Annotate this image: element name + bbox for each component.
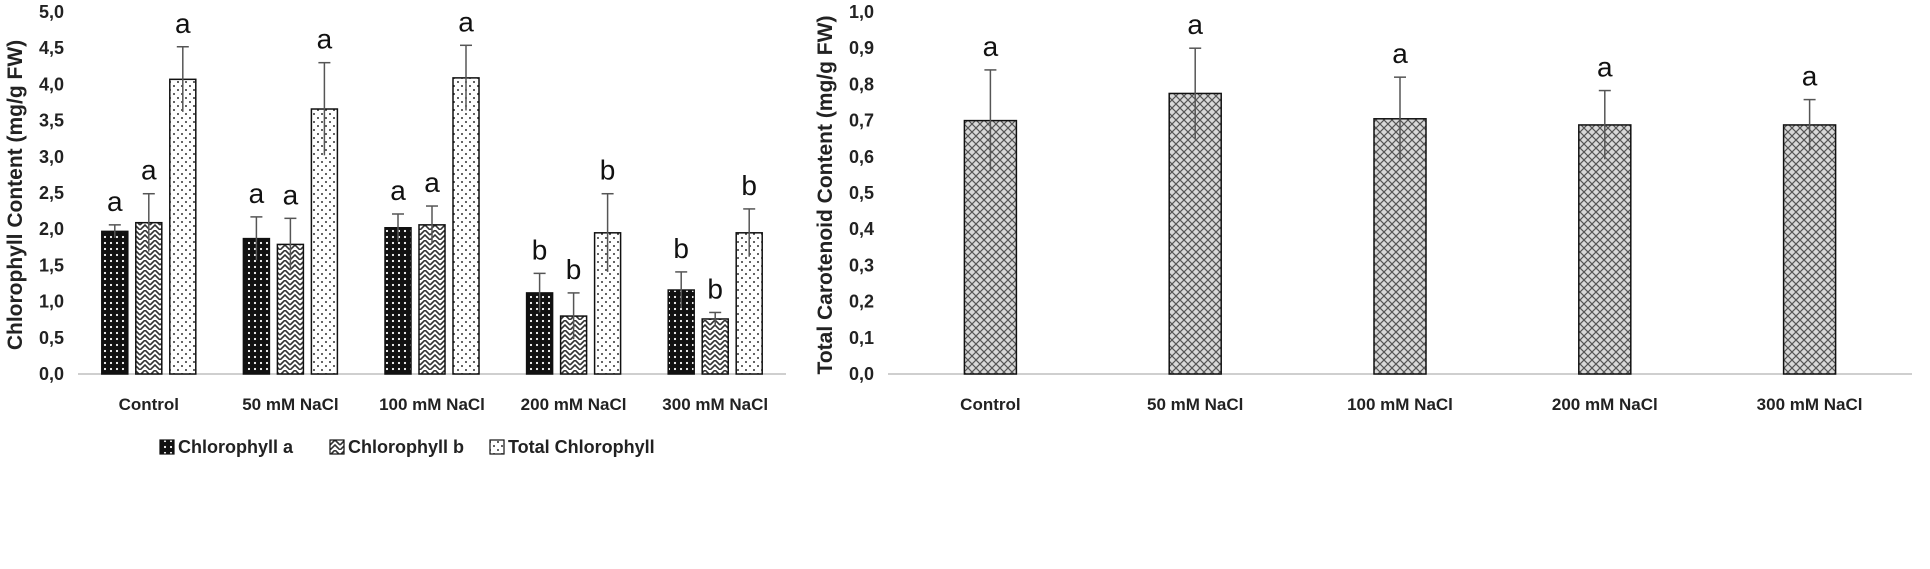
significance-letter: a: [424, 167, 440, 198]
significance-letter: b: [532, 234, 548, 265]
x-tick-label: 200 mM NaCl: [1552, 395, 1658, 414]
legend-label: Chlorophyll b: [348, 437, 464, 457]
y-tick-label: 4,5: [39, 38, 64, 58]
y-tick-label: 0,6: [849, 147, 874, 167]
y-tick-label: 5,0: [39, 2, 64, 22]
bar: [169, 78, 197, 375]
y-tick-label: 4,0: [39, 74, 64, 94]
significance-letter: a: [1187, 9, 1203, 40]
bar: [701, 318, 729, 375]
y-axis-title: Total Carotenoid Content (mg/g FW): [814, 16, 837, 375]
y-tick-label: 0,5: [39, 328, 64, 348]
y-tick-label: 0,2: [849, 292, 874, 312]
x-tick-label: 50 mM NaCl: [242, 395, 338, 414]
significance-letter: b: [673, 233, 689, 264]
bar: [1782, 124, 1837, 375]
y-tick-label: 0,4: [849, 219, 874, 239]
significance-letter: a: [175, 8, 191, 39]
significance-letter: a: [141, 155, 157, 186]
x-tick-label: 200 mM NaCl: [521, 395, 627, 414]
carotenoid-chart: aaa a a 0,00,10,20,30,40,50,60,70,80,91,0 …: [814, 2, 1912, 414]
legend-label: Total Chlorophyll: [508, 437, 655, 457]
y-axis-title: Chlorophyll Content (mg/g FW): [4, 40, 27, 350]
x-tick-label: 300 mM NaCl: [662, 395, 768, 414]
significance-letter: a: [249, 178, 265, 209]
bar: [101, 230, 129, 375]
y-tick-label: 2,0: [39, 219, 64, 239]
significance-letter: a: [390, 175, 406, 206]
significance-letter: a: [283, 179, 299, 210]
significance-letter: a: [317, 24, 333, 55]
significance-letter: b: [707, 273, 723, 304]
significance-letter: a: [1392, 38, 1408, 69]
x-tick-label: 50 mM NaCl: [1147, 395, 1243, 414]
bar: [559, 315, 588, 375]
bar: [242, 237, 271, 375]
significance-letter: a: [983, 31, 999, 62]
bar: [384, 227, 412, 375]
significance-letter: b: [600, 155, 616, 186]
significance-letter: b: [741, 170, 757, 201]
y-tick-label: 2,5: [39, 183, 64, 203]
y-tick-label: 1,5: [39, 255, 64, 275]
y-tick-label: 0,0: [849, 364, 874, 384]
y-tick-label: 0,3: [849, 255, 874, 275]
legend-swatch: [159, 439, 175, 455]
x-tick-label: Control: [119, 395, 179, 414]
x-tick-label: Control: [960, 395, 1020, 414]
y-tick-label: 3,0: [39, 147, 64, 167]
bar: [135, 221, 163, 375]
bar: [1578, 124, 1632, 375]
y-tick-label: 0,8: [849, 74, 874, 94]
bar: [1168, 92, 1222, 375]
y-tick-label: 1,0: [39, 292, 64, 312]
legend-swatch: [329, 439, 345, 455]
significance-letter: a: [1802, 61, 1818, 92]
significance-letter: a: [107, 186, 123, 217]
y-tick-label: 0,0: [39, 364, 64, 384]
y-tick-label: 3,5: [39, 111, 64, 131]
bar: [452, 77, 480, 375]
y-tick-label: 0,1: [849, 328, 874, 348]
legend-swatch: [489, 439, 505, 455]
bar: [418, 224, 446, 375]
y-tick-label: 0,7: [849, 111, 874, 131]
legend: Chlorophyll a Chlorophyll b Total Chloroph…: [159, 437, 655, 457]
x-tick-label: 100 mM NaCl: [1347, 395, 1453, 414]
significance-letter: a: [1597, 52, 1613, 83]
significance-letter: b: [566, 254, 582, 285]
y-tick-label: 0,9: [849, 38, 874, 58]
significance-letter: a: [458, 6, 474, 37]
legend-label: Chlorophyll a: [178, 437, 294, 457]
y-tick-label: 1,0: [849, 2, 874, 22]
x-tick-label: 100 mM NaCl: [379, 395, 485, 414]
x-tick-label: 300 mM NaCl: [1757, 395, 1863, 414]
y-tick-label: 0,5: [849, 183, 874, 203]
